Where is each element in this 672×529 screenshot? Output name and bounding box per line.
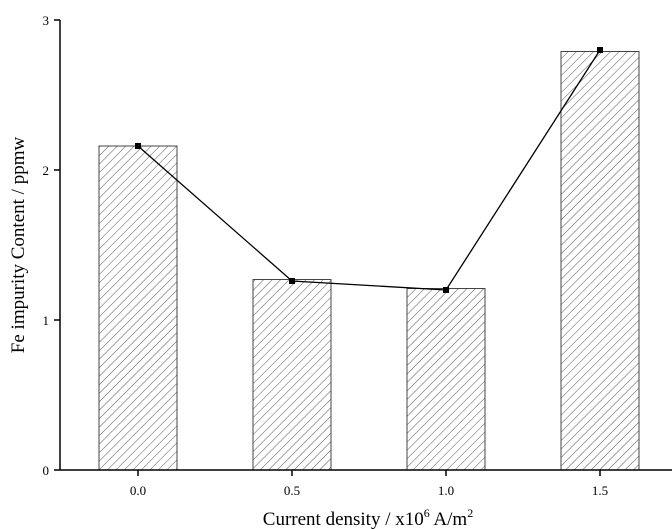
x-axis-title-exponent: 6 (424, 506, 430, 520)
series-point-1 (289, 278, 295, 284)
x-tick-label-1: 0.5 (284, 483, 300, 498)
x-tick-label-0: 0.0 (130, 483, 146, 498)
x-tick-label-2: 1.0 (438, 483, 454, 498)
y-tick-label-2: 2 (43, 163, 50, 178)
y-ticks-group: 0 1 2 3 (43, 13, 60, 478)
y-tick-label-3: 3 (43, 13, 50, 28)
series-point-2 (443, 287, 449, 293)
series-line (137, 49, 601, 291)
bar-1 (252, 279, 332, 471)
x-tick-label-3: 1.5 (592, 483, 608, 498)
x-ticks-group: 0.0 0.5 1.0 1.5 (130, 470, 608, 498)
bar-2 (406, 288, 486, 471)
x-axis-title: Current density / x106 A/m2 (263, 506, 473, 529)
bar-3 (560, 51, 640, 471)
y-tick-label-0: 0 (43, 463, 50, 478)
y-tick-label-1: 1 (43, 313, 50, 328)
series-point-3 (597, 47, 603, 53)
bar-0 (98, 145, 178, 471)
y-axis-title: Fe impurity Content / ppmw (8, 137, 29, 354)
x-axis-title-unit-exponent: 2 (467, 506, 473, 520)
x-axis-title-prefix: Current density / x10 (263, 509, 424, 529)
line-series-group (135, 47, 603, 293)
series-point-0 (135, 143, 141, 149)
x-axis-title-unit: A/m (430, 509, 468, 529)
axes-group (59, 20, 672, 471)
